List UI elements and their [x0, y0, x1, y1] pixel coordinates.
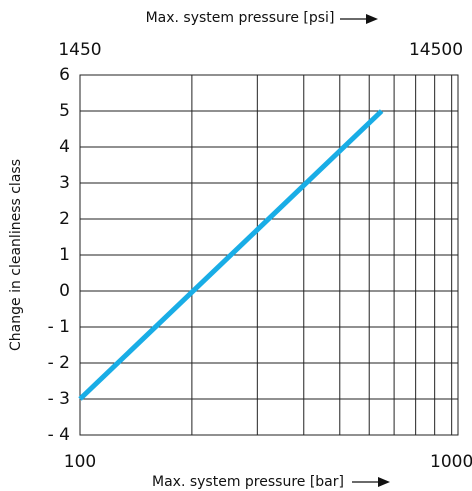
x2-tick-label: 1450 [58, 40, 101, 60]
bottom-arrow [352, 477, 390, 487]
line [78, 109, 384, 401]
x-axis-title: Max. system pressure [bar] [152, 474, 344, 490]
y-tick-label: - 2 [48, 353, 70, 373]
top-arrow [340, 14, 378, 24]
y-tick-label: 3 [59, 173, 70, 193]
y-tick-label: - 3 [48, 389, 70, 409]
x-tick-label: 100 [64, 452, 96, 472]
y-tick-label: - 4 [48, 425, 70, 445]
y-tick-label: 0 [59, 281, 70, 301]
y-tick-label: 6 [59, 65, 70, 85]
x2-tick-label: 14500 [409, 40, 463, 60]
y-axis-title: Change in cleanliness class [8, 159, 24, 351]
x2-axis-title: Max. system pressure [psi] [146, 10, 335, 26]
y-tick-label: 5 [59, 101, 70, 121]
plot-frame [79, 74, 459, 436]
y-tick-label: 4 [59, 137, 70, 157]
y-tick-label: 1 [59, 245, 70, 265]
y-tick-label: 2 [59, 209, 70, 229]
y-tick-label: - 1 [48, 317, 70, 337]
x-tick-label: 1000 [430, 452, 472, 472]
